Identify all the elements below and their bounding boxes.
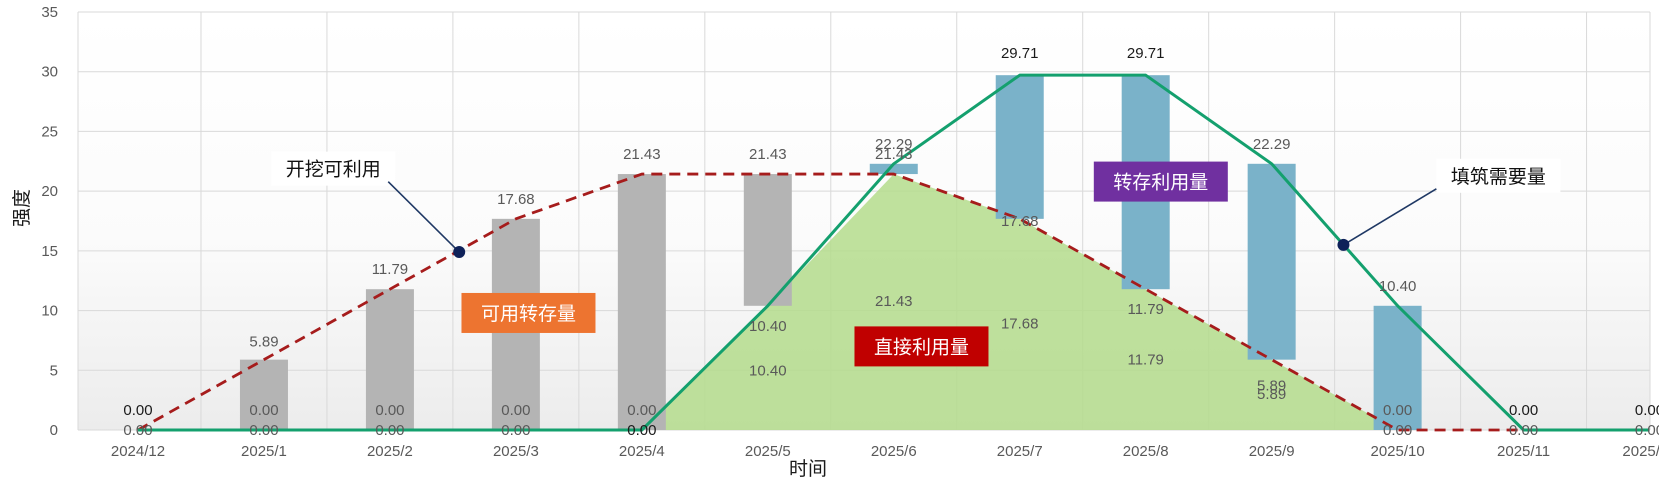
x-tick-label: 2025/7 [997,443,1043,460]
data-label: 29.71 [1127,45,1165,62]
bar-mark [365,289,414,430]
x-tick-label: 2024/12 [111,443,165,460]
bar-mark [743,174,792,306]
data-label: 21.43 [875,146,913,163]
y-tick-label: 35 [41,4,58,21]
x-tick-label: 2025/5 [745,443,791,460]
data-label: 11.79 [1127,352,1163,369]
label-box-text: 转存利用量 [1113,172,1208,194]
y-tick-label: 5 [50,362,58,379]
data-label: 10.40 [1379,278,1417,295]
series-line [137,172,1650,432]
callout: 填筑需要量 [1337,158,1561,251]
data-label: 17.68 [1001,316,1039,333]
data-label: 21.43 [623,146,661,163]
x-tick-label: 2025/2 [367,443,413,460]
x-tick-label: 2025/1 [241,443,287,460]
data-label: 0.00 [1635,402,1659,419]
data-label: 0.00 [1509,402,1538,419]
data-label: 5.89 [249,334,278,351]
bar-mark [1247,163,1296,360]
label-box-background [854,326,989,367]
callout: 开挖可利用 [271,151,466,259]
x-tick-label: 2025/11 [1497,443,1550,460]
data-label: 11.79 [372,261,408,278]
data-label: 29.71 [1001,45,1039,62]
x-axis-title: 时间 [789,458,827,480]
label-box: 转存利用量 [1093,161,1228,202]
y-tick-label: 25 [41,123,58,140]
data-label: 17.68 [497,191,535,208]
data-label: 0.00 [1635,422,1659,439]
y-tick-label: 10 [41,303,58,320]
x-tick-label: 2025/6 [871,443,917,460]
callout-marker [453,246,466,259]
label-box-text: 直接利用量 [874,336,969,358]
x-tick-label: 2025/10 [1370,443,1424,460]
axis-layer: 0 5 10 15 20 25 30 35 2024/12 2025/1 2025/2 2025/3 2… [41,4,1659,460]
bar-layer [239,75,1422,430]
data-label: 11.79 [1127,301,1163,318]
y-axis-title: 强度 [11,189,33,227]
bar-mark [995,75,1044,219]
x-tick-label: 2025/8 [1123,443,1169,460]
data-label: 0.00 [249,402,278,419]
data-label: 0.00 [249,422,278,439]
bar-mark [1373,305,1422,430]
data-label: 0.00 [123,422,152,439]
y-tick-label: 20 [41,183,58,200]
data-label: 22.29 [875,136,913,153]
data-label: 22.29 [1253,136,1291,153]
data-label: 10.40 [749,362,787,379]
callout-background [271,151,396,186]
bar-mark [617,174,666,430]
label-box: 直接利用量 [854,326,989,367]
label-box-text: 可用转存量 [481,303,576,325]
callout-text: 填筑需要量 [1451,166,1546,188]
x-tick-label: 2025/3 [493,443,539,460]
data-label: 0.00 [123,402,152,419]
label-layer: 0.00 0.00 5.89 0.00 0.00 11.79 0.00 0.00 17.68 0.… [123,45,1659,439]
x-tick-label: 2025/4 [619,443,665,460]
data-label: 0.00 [501,402,530,419]
callout-leader [387,181,460,253]
data-label: 0.00 [1509,422,1538,439]
data-label: 17.68 [1001,213,1039,230]
label-box-background [1093,161,1228,202]
label-box: 可用转存量 [461,292,596,333]
data-label: 0.00 [627,422,656,439]
line-layer [137,73,1650,432]
callout-background [1436,158,1561,193]
x-tick-label: 2025/12 [1622,443,1659,460]
area-layer [138,174,1650,430]
bar-mark [239,359,288,430]
bar-mark [869,163,918,175]
y-tick-label: 30 [41,64,58,81]
data-label: 0.00 [501,422,530,439]
area-series [138,174,1650,430]
data-label: 0.00 [1383,422,1412,439]
data-label: 5.89 [1257,386,1286,403]
data-label: 0.00 [1383,402,1412,419]
data-label: 10.40 [749,318,787,335]
callout-leader [1343,188,1437,246]
series-line [138,73,1650,432]
label-box-background [461,292,596,333]
y-tick-label: 0 [50,422,58,439]
callout-text: 开挖可利用 [286,159,381,181]
callout-marker [1337,238,1350,251]
x-tick-label: 2025/9 [1249,443,1295,460]
data-label: 0.00 [375,422,404,439]
data-label: 0.00 [627,402,656,419]
data-label: 21.43 [749,146,787,163]
data-label: 0.00 [375,402,404,419]
data-label: 5.89 [1257,378,1286,395]
data-label: 21.43 [875,293,913,310]
y-tick-label: 15 [41,243,58,260]
